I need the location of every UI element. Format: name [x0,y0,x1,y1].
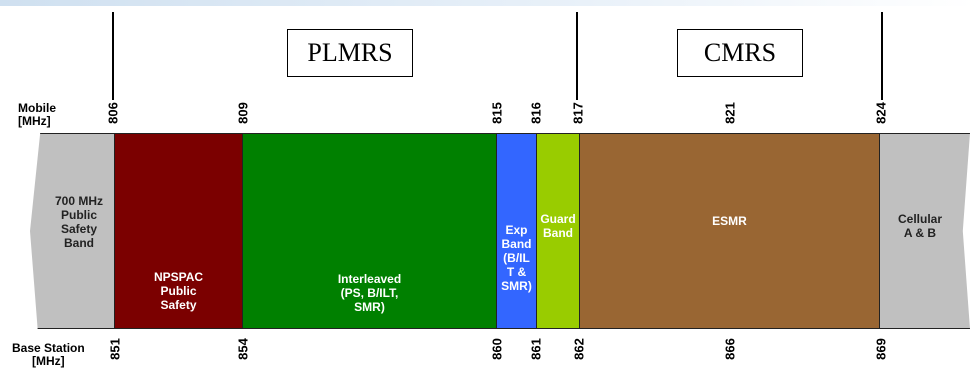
separator-line-817 [576,12,578,100]
band-guard: Guard Band [537,133,580,329]
band-label-700mhz: 700 MHz Public Safety Band [54,194,104,250]
mobile-axis-label: Mobile [MHz] [18,101,56,128]
mobile-tick-824: 824 [873,102,889,124]
group-box-cmrs: CMRS [677,29,803,77]
band-label-exp: Exp Band (B/IL T & SMR) [501,223,532,293]
base-tick-860: 860 [489,338,505,360]
mobile-tick-821: 821 [722,102,738,124]
band-label-interleaved: Interleaved (PS, B/ILT, SMR) [337,272,402,314]
base-tick-851: 851 [107,338,123,360]
base-tick-866: 866 [722,338,738,360]
mobile-tick-816: 816 [528,102,544,124]
band-cellular: Cellular A & B [880,133,970,329]
base-tick-869: 869 [873,338,889,360]
mobile-tick-815: 815 [489,102,505,124]
base-station-axis-label: Base Station [MHz] [12,341,85,368]
band-esmr: ESMR [580,133,880,329]
band-label-npspac: NPSPAC Public Safety [153,270,204,312]
mobile-tick-817: 817 [570,102,586,124]
band-label-guard: Guard Band [540,212,576,240]
band-npspac-public-safety: NPSPAC Public Safety [115,133,243,329]
base-tick-862: 862 [571,338,587,360]
base-tick-861: 861 [528,338,544,360]
separator-line-824 [881,12,883,100]
group-box-plmrs: PLMRS [287,29,413,77]
base-tick-854: 854 [235,338,251,360]
band-interleaved: Interleaved (PS, B/ILT, SMR) [243,133,497,329]
top-gradient-bar [0,0,975,6]
band-label-esmr: ESMR [712,214,747,228]
band-700mhz-public-safety: 700 MHz Public Safety Band [30,133,115,329]
separator-line-806 [112,12,114,100]
mobile-tick-809: 809 [235,102,251,124]
band-exp: Exp Band (B/IL T & SMR) [497,133,537,329]
mobile-tick-806: 806 [105,102,121,124]
band-label-cellular: Cellular A & B [897,212,942,240]
